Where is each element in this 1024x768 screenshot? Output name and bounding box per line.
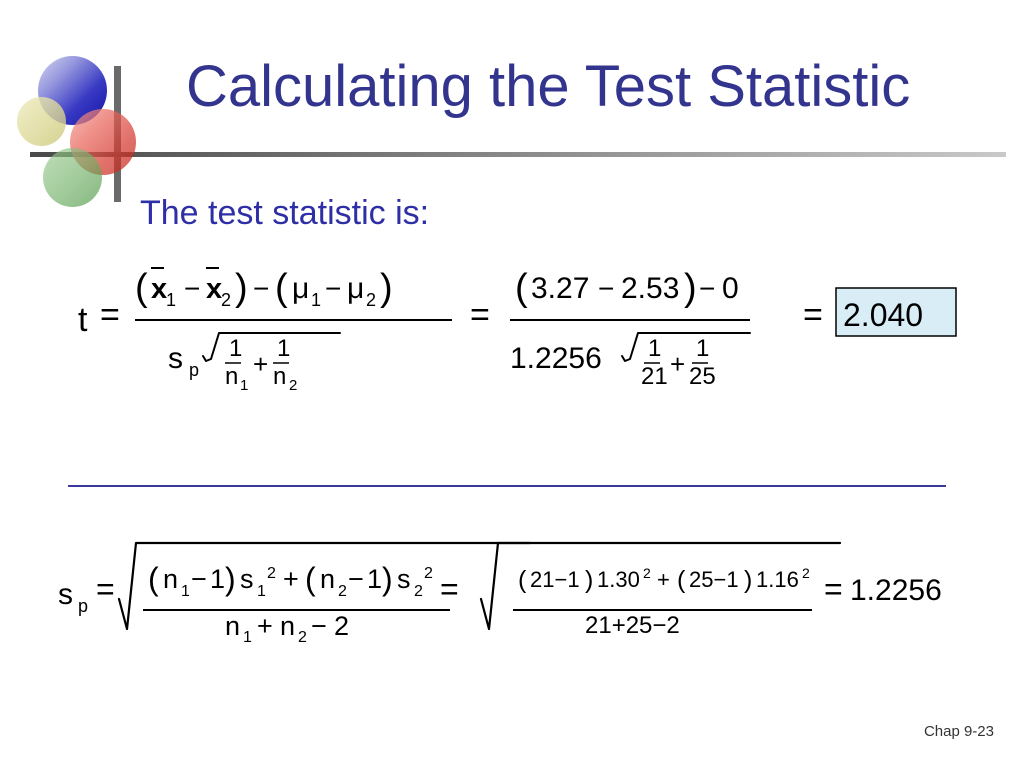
svg-text:−: − — [325, 273, 341, 304]
svg-text:2: 2 — [424, 565, 433, 582]
svg-text:1: 1 — [229, 335, 242, 362]
svg-text:21−1: 21−1 — [530, 567, 580, 592]
svg-text:1: 1 — [181, 583, 190, 600]
svg-text:0: 0 — [722, 272, 739, 305]
svg-text:1: 1 — [648, 335, 661, 362]
svg-text:n: n — [280, 611, 295, 641]
svg-text:3.27: 3.27 — [531, 272, 589, 305]
svg-text:μ: μ — [292, 272, 309, 305]
svg-text:1.2256: 1.2256 — [510, 342, 602, 375]
svg-text:(: ( — [135, 267, 148, 309]
svg-text:21: 21 — [641, 363, 668, 390]
svg-text:s: s — [397, 564, 411, 594]
svg-text:21+25−2: 21+25−2 — [585, 612, 680, 639]
svg-text:1.30: 1.30 — [597, 567, 640, 592]
svg-text:): ) — [380, 267, 393, 309]
svg-text:2.040: 2.040 — [843, 297, 923, 333]
svg-text:1: 1 — [240, 377, 248, 394]
svg-text:+: + — [253, 349, 268, 379]
svg-text:1: 1 — [257, 583, 266, 600]
svg-text:n: n — [225, 611, 240, 641]
svg-text:s: s — [168, 342, 183, 375]
svg-text:2: 2 — [802, 565, 810, 581]
svg-text:n: n — [273, 363, 286, 390]
svg-text:(: ( — [515, 267, 528, 309]
svg-text:+: + — [283, 564, 299, 594]
svg-text:=: = — [824, 571, 843, 607]
svg-text:2: 2 — [221, 290, 231, 310]
svg-text:=: = — [470, 296, 490, 334]
svg-text:−: − — [191, 564, 207, 594]
svg-text:2: 2 — [366, 290, 376, 310]
svg-text:25: 25 — [689, 363, 716, 390]
svg-text:(: ( — [305, 561, 316, 597]
svg-text:1: 1 — [277, 335, 290, 362]
svg-text:): ) — [684, 267, 697, 309]
svg-text:x: x — [206, 273, 222, 305]
svg-text:p: p — [78, 596, 88, 616]
svg-text:(: ( — [148, 561, 159, 597]
svg-text:(: ( — [518, 566, 527, 594]
svg-text:p: p — [189, 360, 199, 380]
svg-text:+: + — [257, 611, 273, 641]
svg-text:): ) — [744, 566, 752, 594]
svg-text:s: s — [58, 578, 73, 611]
svg-text:1: 1 — [367, 564, 382, 594]
svg-text:s: s — [240, 564, 254, 594]
svg-text:2: 2 — [338, 583, 347, 600]
svg-text:2: 2 — [414, 583, 423, 600]
svg-text:=: = — [96, 571, 115, 607]
svg-text:=: = — [803, 296, 823, 334]
svg-text:2: 2 — [289, 377, 297, 394]
svg-text:1: 1 — [311, 290, 321, 310]
svg-text:−: − — [598, 273, 614, 304]
svg-text:1: 1 — [210, 564, 225, 594]
svg-text:1.2256: 1.2256 — [850, 574, 942, 607]
svg-text:n: n — [163, 564, 178, 594]
svg-text:n: n — [225, 363, 238, 390]
svg-text:+: + — [670, 349, 685, 379]
svg-text:t: t — [78, 301, 88, 339]
svg-text:−: − — [348, 564, 364, 594]
svg-text:+: + — [657, 567, 670, 592]
svg-text:2: 2 — [334, 611, 349, 641]
svg-text:x: x — [151, 273, 167, 305]
svg-text:−: − — [699, 273, 715, 304]
svg-text:−: − — [253, 273, 269, 304]
svg-text:−: − — [311, 611, 327, 641]
svg-text:(: ( — [275, 267, 288, 309]
svg-text:−: − — [184, 273, 200, 304]
svg-text:=: = — [100, 296, 120, 334]
svg-text:): ) — [235, 267, 248, 309]
svg-text:=: = — [440, 571, 459, 607]
svg-text:): ) — [225, 561, 236, 597]
svg-text:1: 1 — [696, 335, 709, 362]
svg-text:2: 2 — [298, 629, 307, 646]
svg-text:n: n — [320, 564, 335, 594]
svg-text:): ) — [382, 561, 393, 597]
svg-text:μ: μ — [347, 272, 364, 305]
svg-text:1.16: 1.16 — [756, 567, 799, 592]
svg-text:(: ( — [677, 566, 686, 594]
svg-text:2: 2 — [643, 565, 651, 581]
svg-text:1: 1 — [166, 290, 176, 310]
svg-text:1: 1 — [243, 629, 252, 646]
svg-text:): ) — [585, 566, 593, 594]
svg-text:2.53: 2.53 — [621, 272, 679, 305]
svg-text:25−1: 25−1 — [689, 567, 739, 592]
svg-text:2: 2 — [267, 565, 276, 582]
